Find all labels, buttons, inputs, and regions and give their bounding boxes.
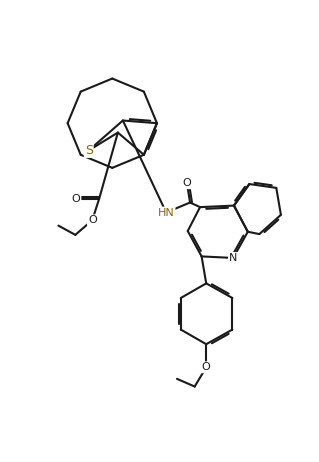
Text: N: N: [229, 253, 237, 263]
Text: O: O: [88, 215, 97, 225]
Text: O: O: [72, 194, 80, 204]
Text: O: O: [202, 362, 211, 372]
Text: S: S: [85, 144, 93, 157]
Text: HN: HN: [158, 207, 174, 218]
Text: O: O: [182, 178, 191, 188]
